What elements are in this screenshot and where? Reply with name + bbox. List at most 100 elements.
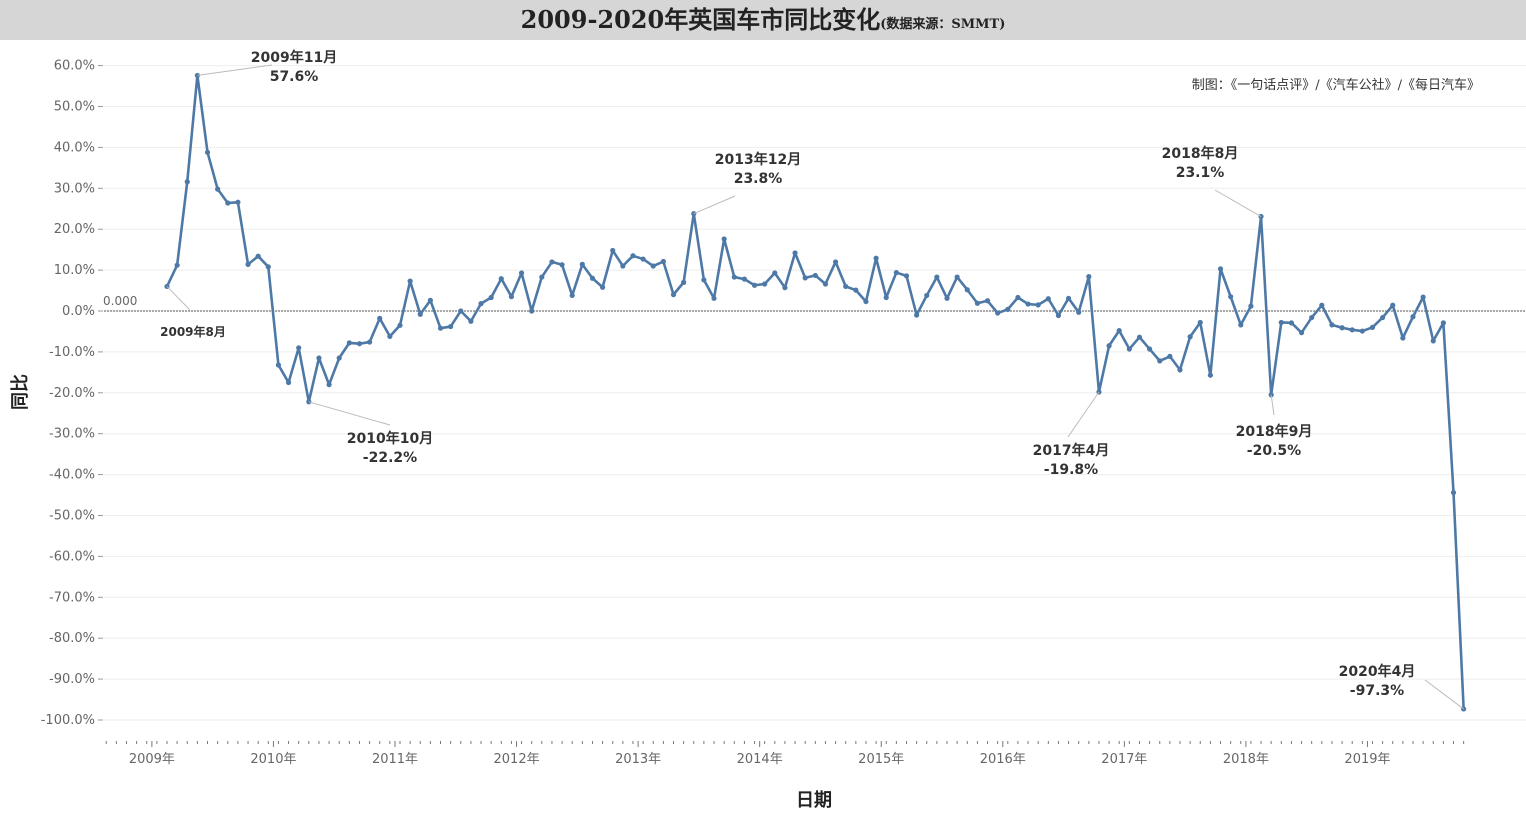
data-point: [660, 258, 666, 265]
data-point: [944, 295, 950, 301]
x-tick-label: 2018年: [1223, 752, 1269, 767]
callout-line: [166, 286, 191, 311]
data-point: [245, 261, 251, 267]
data-point: [1106, 343, 1112, 349]
data-point: [701, 277, 707, 283]
data-point: [1309, 314, 1315, 321]
data-point: [397, 322, 403, 328]
data-point: [194, 72, 200, 79]
data-point: [1055, 312, 1062, 319]
data-point: [1207, 372, 1213, 378]
x-tick-label: 2011年: [372, 752, 418, 767]
data-point: [731, 274, 737, 280]
x-tick-label: 2015年: [858, 752, 904, 767]
y-tick-label: 20.0%: [54, 222, 95, 237]
x-tick-label: 2010年: [250, 752, 296, 767]
data-point: [478, 301, 484, 307]
data-point: [1278, 319, 1284, 326]
callout-line: [308, 401, 391, 426]
y-tick-label: -10.0%: [49, 345, 95, 360]
callout-date: 2009年8月: [160, 324, 226, 339]
data-point: [569, 292, 575, 299]
data-point: [437, 325, 444, 331]
data-point: [1288, 320, 1295, 326]
callout-date: 2010年10月: [347, 430, 433, 447]
line-chart: 60.0% 50.0% 40.0% 30.0% 20.0% 10.0% 0.0% -10.0%…: [10, 49, 1526, 811]
y-axis-title: 同比: [10, 374, 31, 410]
data-point: [883, 294, 889, 301]
data-point: [772, 270, 778, 276]
data-point: [914, 312, 920, 318]
data-point: [873, 255, 879, 261]
data-point: [1400, 335, 1406, 341]
data-point: [1319, 302, 1325, 308]
data-point: [1217, 266, 1224, 272]
y-tick-label: -90.0%: [49, 672, 95, 687]
data-point: [1035, 302, 1041, 308]
data-point: [488, 294, 494, 301]
data-point: [620, 263, 626, 269]
callout-line: [197, 64, 273, 76]
data-point: [407, 278, 413, 284]
data-point: [235, 199, 241, 205]
data-point: [721, 236, 727, 242]
data-point: [741, 276, 748, 282]
data-point: [559, 262, 565, 268]
data-point: [630, 253, 636, 259]
data-point: [934, 274, 940, 280]
data-point: [498, 276, 504, 282]
data-point: [974, 300, 981, 306]
data-point: [1045, 296, 1051, 302]
data-point: [681, 279, 687, 285]
data-point: [377, 315, 383, 321]
title-bar: [0, 0, 1526, 40]
y-tick-label: -70.0%: [49, 590, 95, 605]
y-tick-label: -50.0%: [49, 509, 95, 524]
data-point: [1136, 334, 1143, 340]
x-tick-label: 2016年: [980, 752, 1026, 767]
data-point: [1329, 322, 1335, 328]
x-tick-label: 2013年: [615, 752, 661, 767]
data-point: [539, 274, 545, 280]
data-point: [589, 275, 596, 281]
callout-value: 23.8%: [734, 171, 783, 187]
data-point: [367, 339, 373, 345]
data-point: [508, 294, 515, 300]
data-point: [924, 292, 930, 299]
data-point: [782, 285, 788, 291]
data-point: [1116, 328, 1122, 334]
data-point: [174, 262, 180, 268]
y-tick-label: 30.0%: [54, 181, 95, 196]
callout-date: 2018年8月: [1162, 145, 1239, 162]
y-tick-label: 0.0%: [62, 304, 95, 319]
data-point: [762, 281, 768, 287]
data-point: [326, 382, 332, 388]
series-line: [164, 72, 1467, 712]
data-point: [954, 274, 960, 280]
y-tick-label: -100.0%: [41, 713, 95, 728]
callout-value: 57.6%: [270, 69, 319, 85]
callout-date: 2018年9月: [1236, 423, 1313, 440]
data-point: [1390, 302, 1396, 308]
annotations: 2009年11月 57.6% 2010年10月 -22.2% 2013年12月 23.8%…: [160, 49, 1464, 710]
callout-value: -19.8%: [1044, 462, 1098, 478]
callout-line: [1214, 189, 1262, 217]
data-point: [1126, 346, 1132, 352]
data-point: [1380, 314, 1386, 321]
data-point: [893, 269, 899, 276]
y-tick-label: 60.0%: [54, 59, 95, 74]
y-tick-label: 50.0%: [54, 100, 95, 115]
x-tick-label: 2014年: [737, 752, 783, 767]
callout-value: -97.3%: [1350, 683, 1404, 699]
data-point: [518, 270, 525, 276]
data-point: [275, 362, 282, 368]
data-point: [843, 283, 849, 290]
data-point: [285, 379, 292, 386]
zero-reference-label: 0.000: [103, 294, 137, 308]
data-point: [346, 340, 352, 346]
data-point: [751, 282, 758, 288]
data-point: [1248, 303, 1254, 309]
chart-title: 2009-2020年英国车市同比变化(数据来源：SMMT): [0, 0, 1526, 40]
data-point: [1420, 294, 1426, 300]
y-tick-label: 40.0%: [54, 140, 95, 155]
